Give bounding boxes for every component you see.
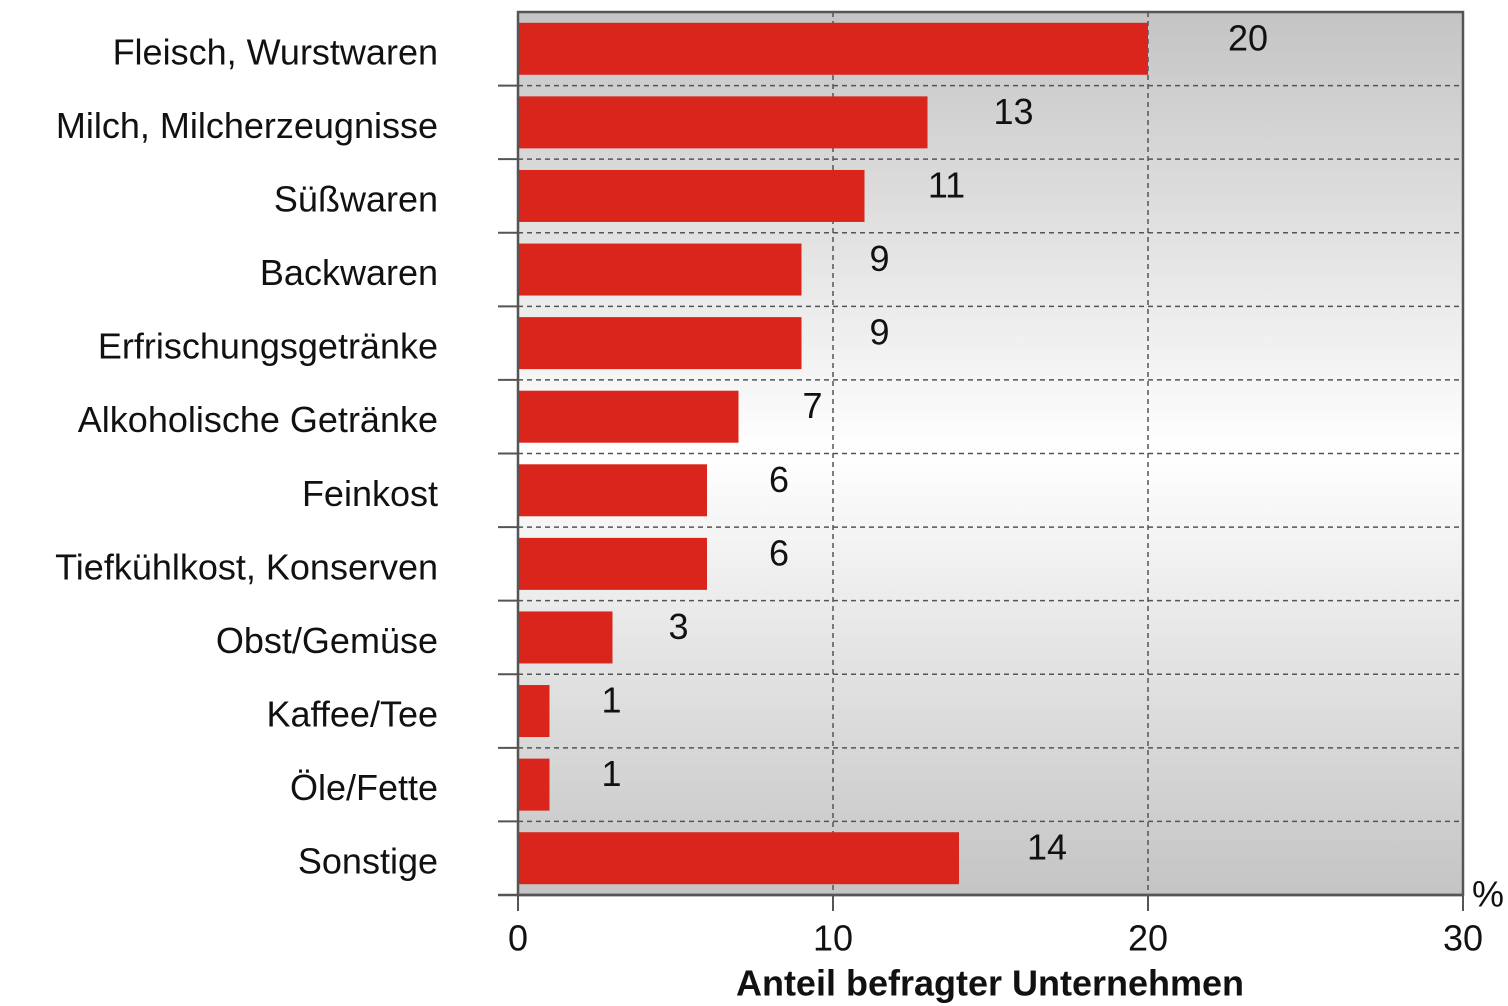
bar xyxy=(518,611,613,664)
y-tick-label: Feinkost xyxy=(302,473,438,514)
value-label: 6 xyxy=(769,459,789,500)
x-unit: % xyxy=(1472,874,1504,915)
y-tick-label: Obst/Gemüse xyxy=(216,620,438,661)
x-axis-title: Anteil befragter Unternehmen xyxy=(736,963,1244,1004)
bar xyxy=(518,243,802,296)
y-tick-label: Fleisch, Wurstwaren xyxy=(113,31,438,72)
x-tick-label: 0 xyxy=(508,918,528,959)
y-tick-label: Süßwaren xyxy=(274,178,438,219)
value-label: 6 xyxy=(769,532,789,573)
value-label: 9 xyxy=(869,312,889,353)
value-label: 1 xyxy=(601,753,621,794)
value-label: 9 xyxy=(869,238,889,279)
bar xyxy=(518,96,928,149)
y-tick-label: Backwaren xyxy=(260,252,438,293)
value-label: 14 xyxy=(1027,827,1067,868)
value-label: 7 xyxy=(802,385,822,426)
value-label: 3 xyxy=(668,606,688,647)
value-label: 20 xyxy=(1228,17,1268,58)
bar xyxy=(518,685,550,738)
bar xyxy=(518,758,550,811)
x-tick-label: 10 xyxy=(813,918,853,959)
y-tick-label: Kaffee/Tee xyxy=(267,694,438,735)
x-tick-label: 20 xyxy=(1128,918,1168,959)
bar xyxy=(518,22,1148,75)
bar xyxy=(518,832,959,885)
y-tick-label: Alkoholische Getränke xyxy=(78,399,438,440)
value-label: 11 xyxy=(928,164,965,205)
y-tick-label: Erfrischungsgetränke xyxy=(98,326,438,367)
y-tick-label: Milch, Milcherzeugnisse xyxy=(56,105,438,146)
bar xyxy=(518,464,707,517)
x-tick-label: 30 xyxy=(1443,918,1483,959)
bar xyxy=(518,537,707,590)
bar xyxy=(518,317,802,370)
bar xyxy=(518,390,739,443)
bar xyxy=(518,169,865,222)
y-tick-label: Öle/Fette xyxy=(290,767,438,808)
y-tick-label: Sonstige xyxy=(298,841,438,882)
value-label: 13 xyxy=(993,91,1033,132)
y-tick-label: Tiefkühlkost, Konserven xyxy=(55,546,438,587)
value-label: 1 xyxy=(601,680,621,721)
